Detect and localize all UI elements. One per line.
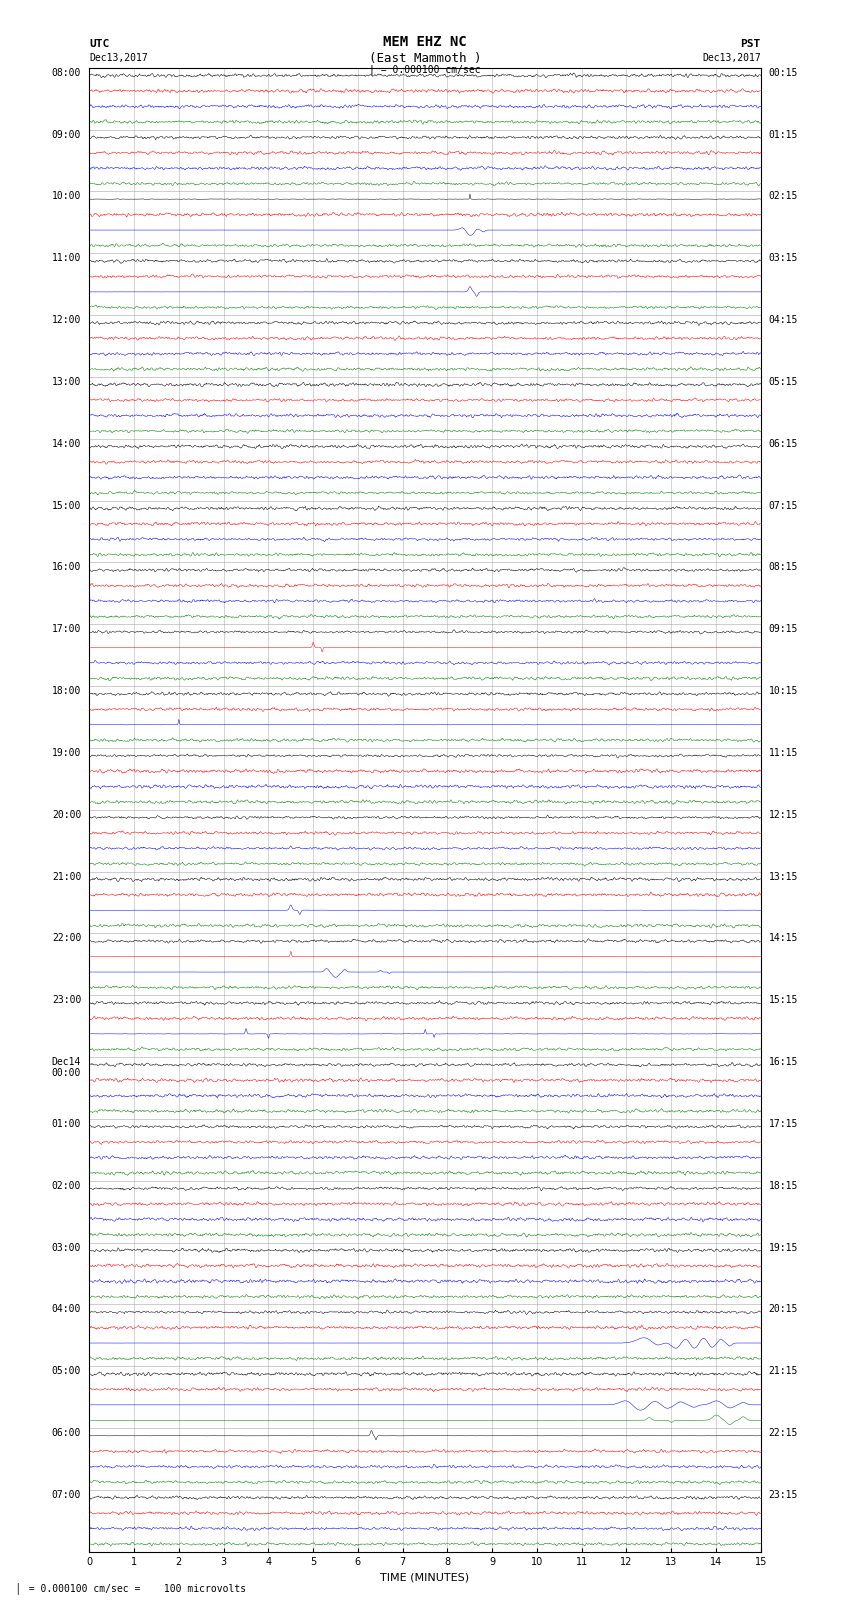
Text: 06:00: 06:00 bbox=[52, 1428, 82, 1439]
Text: 09:00: 09:00 bbox=[52, 129, 82, 140]
Text: 07:00: 07:00 bbox=[52, 1490, 82, 1500]
Text: 01:00: 01:00 bbox=[52, 1119, 82, 1129]
Text: 07:15: 07:15 bbox=[768, 500, 798, 511]
Text: 13:15: 13:15 bbox=[768, 871, 798, 882]
Text: ▏ = 0.000100 cm/sec =    100 microvolts: ▏ = 0.000100 cm/sec = 100 microvolts bbox=[17, 1582, 246, 1594]
Text: 21:00: 21:00 bbox=[52, 871, 82, 882]
Text: PST: PST bbox=[740, 39, 761, 48]
Text: 10:15: 10:15 bbox=[768, 686, 798, 697]
Text: | = 0.000100 cm/sec: | = 0.000100 cm/sec bbox=[369, 65, 481, 76]
Text: (East Mammoth ): (East Mammoth ) bbox=[369, 52, 481, 65]
Text: 01:15: 01:15 bbox=[768, 129, 798, 140]
Text: 14:15: 14:15 bbox=[768, 934, 798, 944]
Text: 16:15: 16:15 bbox=[768, 1057, 798, 1068]
Text: 14:00: 14:00 bbox=[52, 439, 82, 448]
Text: 04:15: 04:15 bbox=[768, 315, 798, 326]
Text: 02:00: 02:00 bbox=[52, 1181, 82, 1190]
Text: 05:00: 05:00 bbox=[52, 1366, 82, 1376]
Text: 00:15: 00:15 bbox=[768, 68, 798, 77]
Text: 18:15: 18:15 bbox=[768, 1181, 798, 1190]
Text: Dec13,2017: Dec13,2017 bbox=[702, 53, 761, 63]
Text: 13:00: 13:00 bbox=[52, 377, 82, 387]
Text: 23:15: 23:15 bbox=[768, 1490, 798, 1500]
Text: Dec13,2017: Dec13,2017 bbox=[89, 53, 148, 63]
Text: 08:15: 08:15 bbox=[768, 563, 798, 573]
Text: 20:15: 20:15 bbox=[768, 1305, 798, 1315]
Text: 03:00: 03:00 bbox=[52, 1242, 82, 1253]
Text: 19:00: 19:00 bbox=[52, 748, 82, 758]
Text: 05:15: 05:15 bbox=[768, 377, 798, 387]
Text: MEM EHZ NC: MEM EHZ NC bbox=[383, 35, 467, 50]
Text: 10:00: 10:00 bbox=[52, 192, 82, 202]
Text: 12:00: 12:00 bbox=[52, 315, 82, 326]
Text: 19:15: 19:15 bbox=[768, 1242, 798, 1253]
Text: 22:00: 22:00 bbox=[52, 934, 82, 944]
Text: 23:00: 23:00 bbox=[52, 995, 82, 1005]
Text: 18:00: 18:00 bbox=[52, 686, 82, 697]
Text: 02:15: 02:15 bbox=[768, 192, 798, 202]
Text: 22:15: 22:15 bbox=[768, 1428, 798, 1439]
Text: 17:15: 17:15 bbox=[768, 1119, 798, 1129]
Text: Dec14
00:00: Dec14 00:00 bbox=[52, 1057, 82, 1077]
X-axis label: TIME (MINUTES): TIME (MINUTES) bbox=[381, 1573, 469, 1582]
Text: 20:00: 20:00 bbox=[52, 810, 82, 819]
Text: 17:00: 17:00 bbox=[52, 624, 82, 634]
Text: UTC: UTC bbox=[89, 39, 110, 48]
Text: 03:15: 03:15 bbox=[768, 253, 798, 263]
Text: 09:15: 09:15 bbox=[768, 624, 798, 634]
Text: 15:15: 15:15 bbox=[768, 995, 798, 1005]
Text: 21:15: 21:15 bbox=[768, 1366, 798, 1376]
Text: 12:15: 12:15 bbox=[768, 810, 798, 819]
Text: 11:00: 11:00 bbox=[52, 253, 82, 263]
Text: 06:15: 06:15 bbox=[768, 439, 798, 448]
Text: 16:00: 16:00 bbox=[52, 563, 82, 573]
Text: 11:15: 11:15 bbox=[768, 748, 798, 758]
Text: 15:00: 15:00 bbox=[52, 500, 82, 511]
Text: 04:00: 04:00 bbox=[52, 1305, 82, 1315]
Text: 08:00: 08:00 bbox=[52, 68, 82, 77]
